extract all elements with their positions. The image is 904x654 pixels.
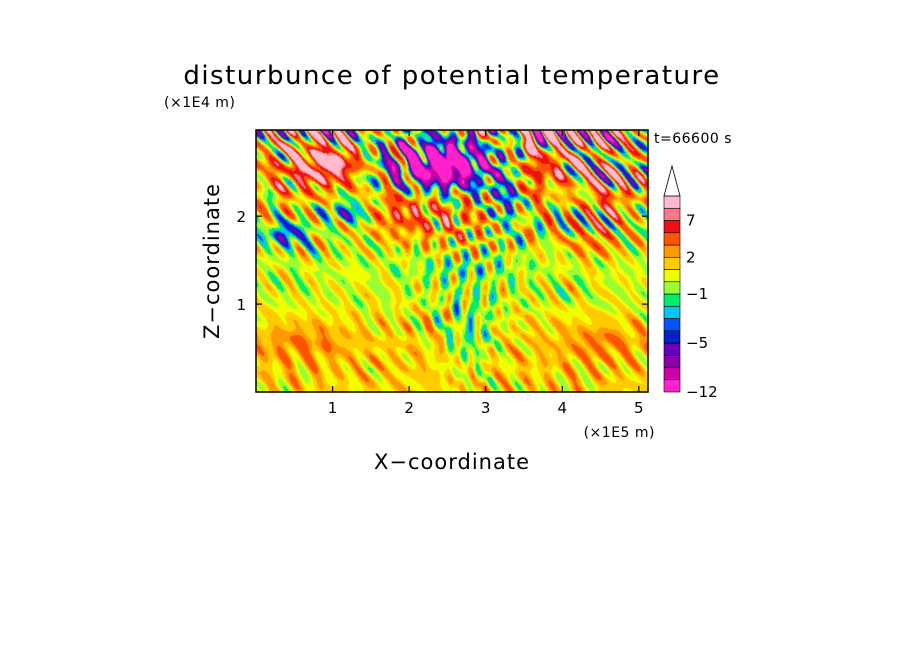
colorbar-bin-13 bbox=[663, 220, 681, 234]
time-label: t=66600 s bbox=[654, 131, 732, 147]
x-axis: 1 2 3 4 5 bbox=[328, 130, 644, 417]
x-tick-label-0: 1 bbox=[328, 399, 338, 417]
colorbar-label-3: 2 bbox=[686, 248, 696, 266]
colorbar-bin-3 bbox=[663, 342, 681, 356]
colorbar-label-1: −5 bbox=[686, 334, 708, 352]
y-tick-label-1: 2 bbox=[236, 208, 246, 226]
colorbar-bin-11 bbox=[663, 244, 681, 258]
x-axis-label: X−coordinate bbox=[374, 450, 530, 474]
colorbar-bin-5 bbox=[663, 318, 681, 332]
chart-title: disturbunce of potential temperature bbox=[183, 61, 720, 91]
contour-field bbox=[256, 130, 648, 392]
colorbar-bin-10 bbox=[663, 256, 681, 270]
x-tick-label-4: 5 bbox=[634, 399, 644, 417]
colorbar-bin-14 bbox=[663, 207, 681, 221]
colorbar-bin-9 bbox=[663, 269, 681, 283]
y-scale-label: (×1E4 m) bbox=[164, 95, 235, 111]
colorbar-bin-1 bbox=[663, 367, 681, 381]
colorbar-extend-arrow bbox=[663, 164, 681, 197]
colorbar-bin-4 bbox=[663, 330, 681, 344]
colorbar-bin-0 bbox=[663, 379, 681, 393]
colorbar-bin-7 bbox=[663, 293, 681, 307]
x-tick-label-2: 3 bbox=[481, 399, 491, 417]
colorbar-label-2: −1 bbox=[686, 285, 708, 303]
colorbar-label-0: −12 bbox=[686, 383, 718, 401]
colorbar-bin-2 bbox=[663, 354, 681, 368]
x-tick-label-1: 2 bbox=[404, 399, 414, 417]
x-tick-label-3: 4 bbox=[557, 399, 567, 417]
y-axis-label: Z−coordinate bbox=[200, 183, 224, 339]
colorbar: −12−5−127 bbox=[663, 164, 718, 401]
colorbar-bin-12 bbox=[663, 232, 681, 246]
colorbar-bin-8 bbox=[663, 281, 681, 295]
y-tick-label-0: 1 bbox=[236, 296, 246, 314]
colorbar-label-4: 7 bbox=[686, 212, 696, 230]
x-scale-label: (×1E5 m) bbox=[584, 425, 655, 441]
colorbar-bin-6 bbox=[663, 305, 681, 319]
y-axis: 12 bbox=[236, 208, 648, 314]
plot-area bbox=[255, 129, 649, 393]
colorbar-bin-15 bbox=[663, 195, 681, 209]
plot-frame bbox=[255, 129, 649, 393]
